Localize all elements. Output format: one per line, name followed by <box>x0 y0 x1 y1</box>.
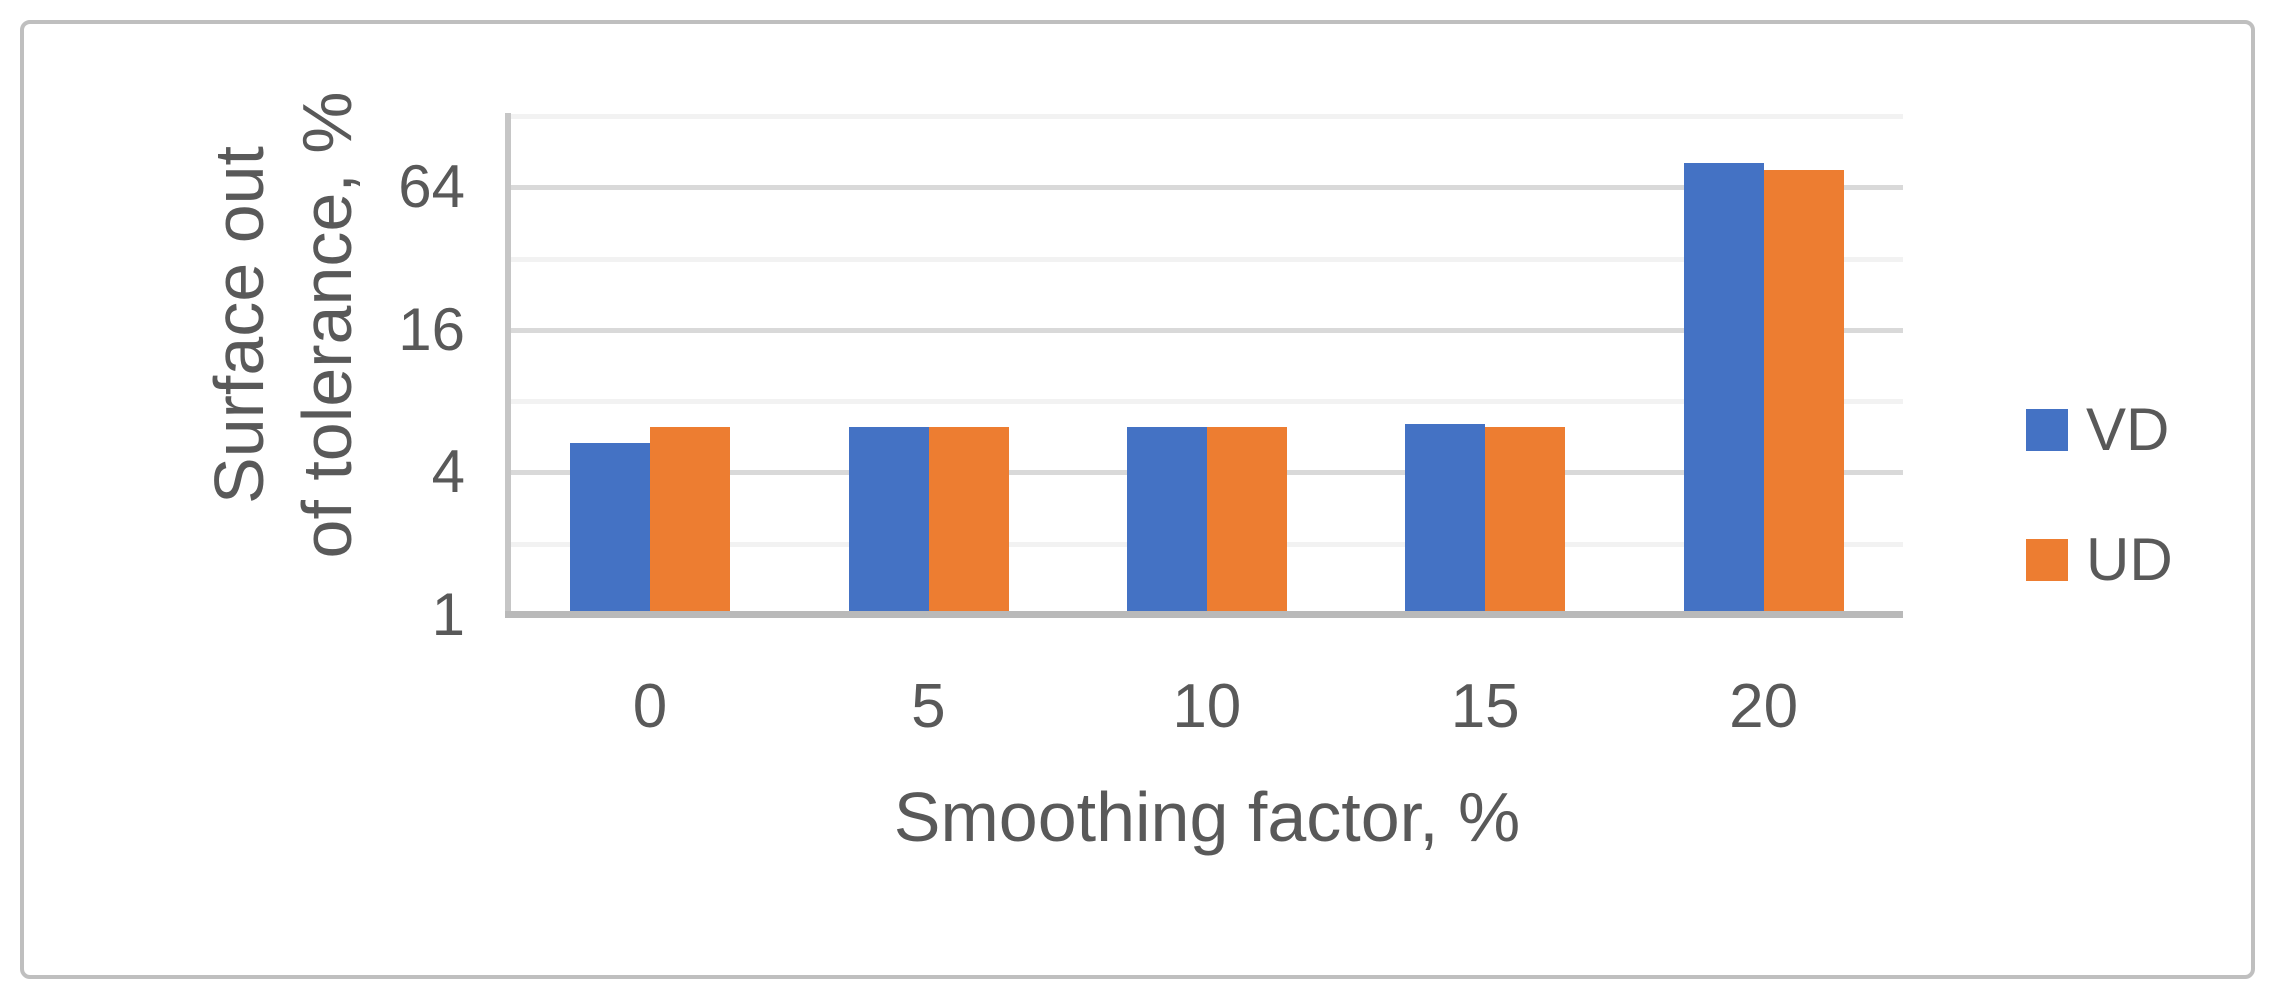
legend-label-ud: UD <box>2086 526 2173 593</box>
y-axis-title-line1: Surface out <box>200 146 278 504</box>
x-tick-label-10: 10 <box>1172 672 1242 741</box>
x-tick-label-15: 15 <box>1450 672 1520 741</box>
x-tick-label-20: 20 <box>1729 672 1799 741</box>
minor-gridline-8 <box>511 399 1903 405</box>
legend-item-ud: UD <box>2026 530 2173 590</box>
bar-ud-x15 <box>1485 427 1566 615</box>
major-gridline-64 <box>511 185 1903 191</box>
plot-area <box>511 114 1903 615</box>
major-gridline-16 <box>511 327 1903 333</box>
bar-vd-x5 <box>848 427 929 615</box>
y-tick-label-64: 64 <box>398 153 465 221</box>
legend-item-vd: VD <box>2026 400 2173 460</box>
y-tick-label-16: 16 <box>398 295 465 363</box>
bar-vd-x20 <box>1683 163 1764 615</box>
y-tick-label-4: 4 <box>431 438 465 506</box>
legend: VD UD <box>2026 400 2173 665</box>
y-tick-label-1: 1 <box>431 581 465 648</box>
minor-gridline-32 <box>511 256 1903 262</box>
bar-vd-x15 <box>1405 424 1486 615</box>
legend-label-vd: VD <box>2086 396 2170 463</box>
bar-ud-x5 <box>928 427 1009 615</box>
x-tick-label-5: 5 <box>911 672 946 741</box>
bar-vd-x0 <box>570 443 651 615</box>
minor-gridline-128 <box>511 114 1903 119</box>
y-axis-line <box>505 113 511 615</box>
legend-swatch-ud <box>2026 539 2068 581</box>
legend-swatch-vd <box>2026 409 2068 451</box>
x-axis-title: Smoothing factor, % <box>893 778 1521 856</box>
x-axis-line <box>505 611 1903 618</box>
bar-ud-x20 <box>1763 169 1844 615</box>
x-tick-label-0: 0 <box>632 672 668 741</box>
bar-ud-x0 <box>650 427 731 615</box>
y-axis-title: Surface out of tolerance, % <box>195 65 366 585</box>
bar-vd-x10 <box>1127 427 1207 615</box>
bar-ud-x10 <box>1207 427 1287 615</box>
